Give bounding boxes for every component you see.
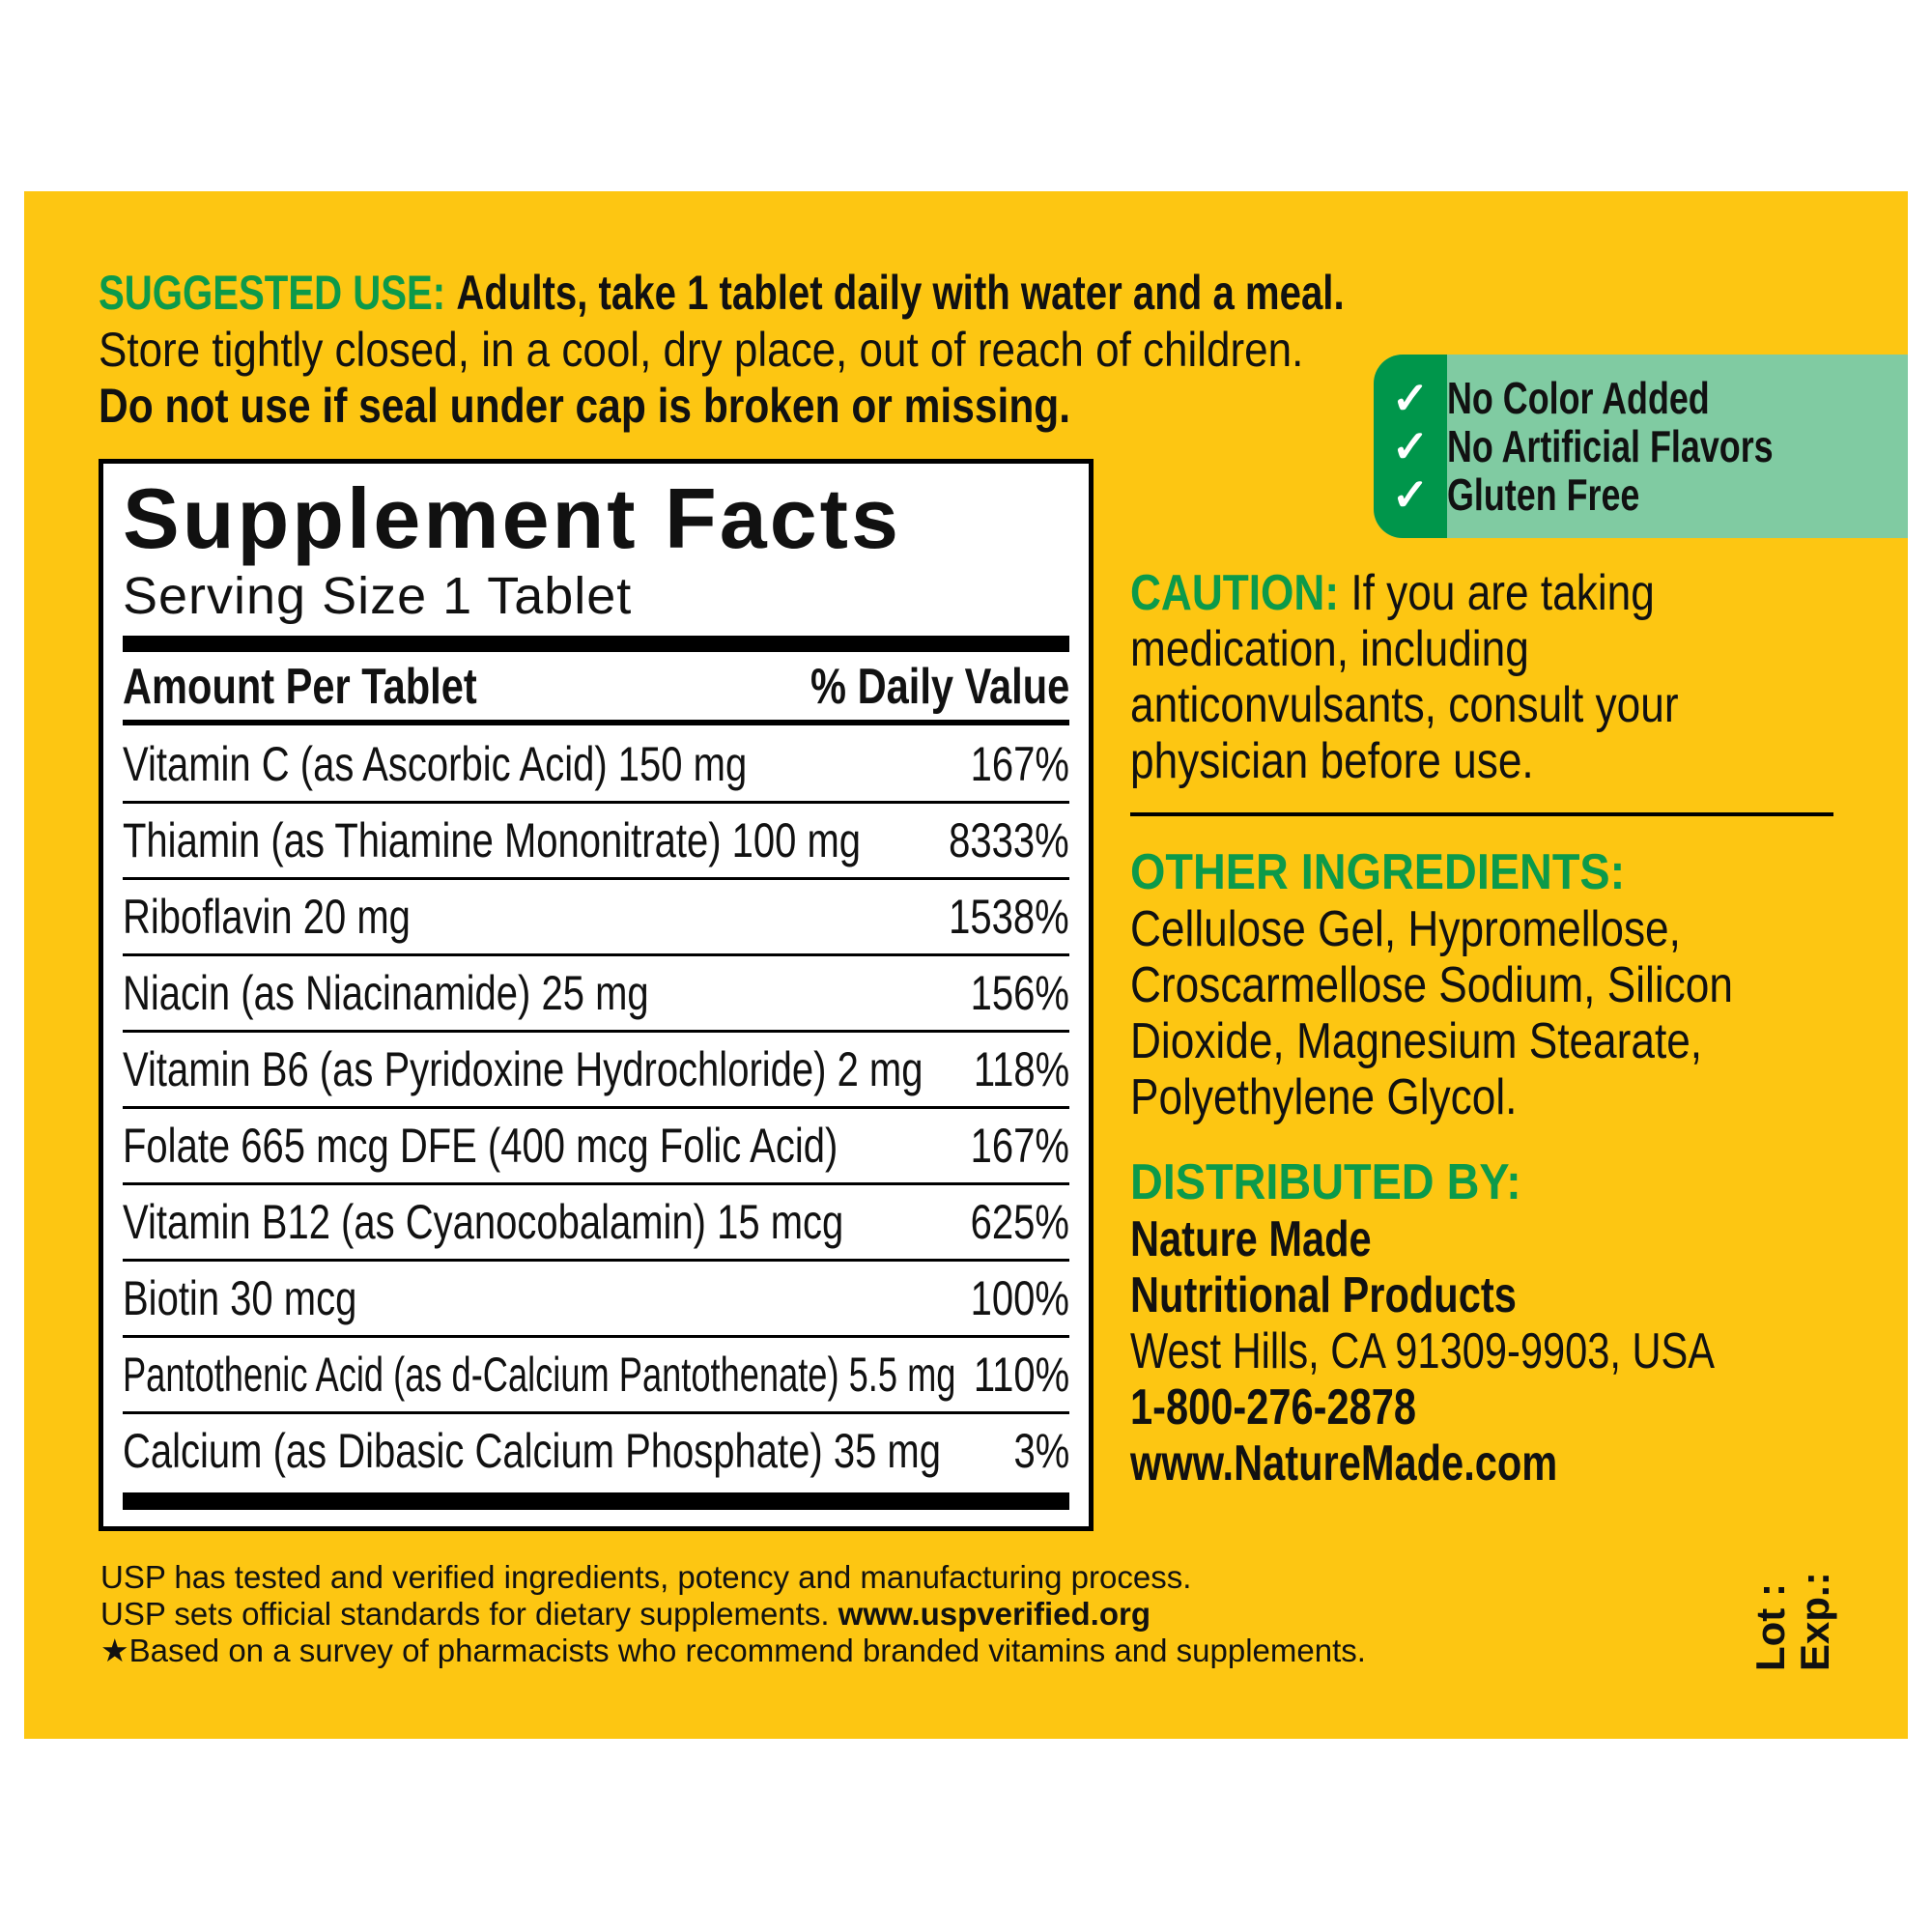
footer-line-1: USP has tested and verified ingredients,… (100, 1559, 1192, 1595)
ingredients-line: Cellulose Gel, Hypromellose, (1130, 901, 1778, 957)
nutrient-row: Folate 665 mcg DFE (400 mcg Folic Acid) 1… (123, 1109, 1069, 1185)
nutrient-dv: 110% (973, 1348, 1069, 1402)
caution-text: medication, including (1130, 621, 1529, 677)
ingredients-text: Polyethylene Glycol. (1130, 1069, 1518, 1125)
nutrient-dv: 8333% (949, 813, 1069, 867)
caution-text: physician before use. (1130, 733, 1534, 789)
footer-line-2: USP sets official standards for dietary … (100, 1596, 1151, 1633)
ingredients-text: Dioxide, Magnesium Stearate, (1130, 1013, 1703, 1069)
caution-line: medication, including (1130, 621, 1600, 677)
nutrient-row: Calcium (as Dibasic Calcium Phosphate) 3… (123, 1414, 1069, 1491)
caution-line: physician before use. (1130, 733, 1605, 789)
seal-warning-text: Do not use if seal under cap is broken o… (99, 379, 1071, 433)
caution-line: anticonvulsants, consult your (1130, 677, 1776, 733)
nutrient-row: Vitamin B12 (as Cyanocobalamin) 15 mcg 62… (123, 1185, 1069, 1262)
company-address-text: West Hills, CA 91309-9903, USA (1130, 1323, 1716, 1379)
company-name: Nature Made (1130, 1211, 1432, 1267)
suggested-use: SUGGESTED USE: Adults, take 1 tablet dai… (99, 265, 1650, 321)
divider-thick (123, 636, 1069, 652)
facts-title: Supplement Facts (123, 470, 901, 566)
caution-line: CAUTION: If you are taking (1130, 565, 1747, 621)
nutrient-row: Pantothenic Acid (as d-Calcium Pantothen… (123, 1338, 1069, 1414)
exp-label: Exp.: (1792, 1572, 1837, 1671)
ingredients-line: Croscarmellose Sodium, Silicon (1130, 957, 1839, 1013)
check-icon: ✓ (1391, 421, 1430, 471)
serving-size: Serving Size 1 Tablet (123, 567, 633, 625)
nutrient-dv: 156% (970, 966, 1069, 1020)
nutrient-name: Vitamin B12 (as Cyanocobalamin) 15 mcg (123, 1195, 844, 1249)
facts-header: Amount Per Tablet % Daily Value (123, 657, 1069, 717)
storage-text: Store tightly closed, in a cool, dry pla… (99, 322, 1467, 378)
supplement-facts-table: Supplement Facts Serving Size 1 Tablet A… (99, 459, 1094, 1531)
nutrient-dv: 118% (973, 1042, 1069, 1096)
badge-item: ✓ No Color Added (1374, 374, 1783, 422)
caution-text: If you are taking (1350, 565, 1655, 621)
badge-item: ✓ Gluten Free (1374, 470, 1694, 519)
nutrient-dv: 3% (1013, 1424, 1069, 1478)
usp-link[interactable]: www.uspverified.org (838, 1596, 1151, 1632)
storage-text-content: Store tightly closed, in a cool, dry pla… (99, 323, 1304, 377)
lot-label: Lot : (1747, 1583, 1793, 1671)
amount-header: Amount Per Tablet (123, 659, 477, 715)
footer-line-3: ★Based on a survey of pharmacists who re… (100, 1633, 1366, 1669)
lot-exp-field: Lot : Exp.: (1747, 1572, 1837, 1671)
company-name-2-text: Nutritional Products (1130, 1267, 1517, 1323)
footer-line-2-text: USP sets official standards for dietary … (100, 1596, 830, 1632)
nutrient-name: Pantothenic Acid (as d-Calcium Pantothen… (123, 1348, 956, 1402)
nutrient-row: Thiamin (as Thiamine Mononitrate) 100 mg… (123, 804, 1069, 880)
badge-item-text: No Artificial Flavors (1447, 421, 1774, 471)
nutrient-name: Biotin 30 mcg (123, 1271, 357, 1325)
nutrient-name: Vitamin B6 (as Pyridoxine Hydrochloride)… (123, 1042, 923, 1096)
nutrient-name: Riboflavin 20 mg (123, 890, 411, 944)
nutrient-row: Niacin (as Niacinamide) 25 mg 156% (123, 956, 1069, 1033)
check-icon: ✓ (1391, 469, 1430, 520)
company-address: West Hills, CA 91309-9903, USA (1130, 1323, 1861, 1379)
footer-line-3-text: Based on a survey of pharmacists who rec… (128, 1633, 1366, 1668)
nutrient-dv: 1538% (949, 890, 1069, 944)
suggested-use-label: SUGGESTED USE: (99, 266, 446, 320)
other-ingredients-label: OTHER INGREDIENTS: (1130, 844, 1680, 900)
nutrient-row: Riboflavin 20 mg 1538% (123, 880, 1069, 956)
ingredients-line: Polyethylene Glycol. (1130, 1069, 1585, 1125)
suggested-use-text: Adults, take 1 tablet daily with water a… (456, 266, 1345, 320)
other-ingredients-label-text: OTHER INGREDIENTS: (1130, 844, 1626, 900)
nutrient-name: Folate 665 mcg DFE (400 mcg Folic Acid) (123, 1119, 838, 1173)
nutrient-dv: 167% (970, 1119, 1069, 1173)
distributed-by-label: DISTRIBUTED BY: (1130, 1154, 1565, 1210)
nutrient-name: Vitamin C (as Ascorbic Acid) 150 mg (123, 737, 748, 791)
badge-item-text: Gluten Free (1447, 469, 1640, 520)
nutrient-dv: 100% (970, 1271, 1069, 1325)
website-link-text[interactable]: www.NatureMade.com (1130, 1435, 1558, 1492)
nutrient-dv: 167% (970, 737, 1069, 791)
badge-item: ✓ No Artificial Flavors (1374, 422, 1865, 470)
nutrient-row: Vitamin B6 (as Pyridoxine Hydrochloride)… (123, 1033, 1069, 1109)
caution-label: CAUTION: (1130, 565, 1340, 621)
check-icon: ✓ (1391, 373, 1430, 423)
ingredients-text: Cellulose Gel, Hypromellose, (1130, 901, 1681, 957)
website-link[interactable]: www.NatureMade.com (1130, 1435, 1664, 1492)
ingredients-line: Dioxide, Magnesium Stearate, (1130, 1013, 1804, 1069)
badge-dark-strip (1374, 355, 1447, 538)
star-icon: ★ (100, 1633, 129, 1668)
nutrient-name: Niacin (as Niacinamide) 25 mg (123, 966, 649, 1020)
phone-number-text[interactable]: 1-800-276-2878 (1130, 1379, 1417, 1435)
divider (1130, 812, 1833, 816)
phone-number[interactable]: 1-800-276-2878 (1130, 1379, 1488, 1435)
company-name-2: Nutritional Products (1130, 1267, 1613, 1323)
free-from-badge: ✓ No Color Added ✓ No Artificial Flavors ✓ Gl… (1374, 355, 1908, 538)
nutrient-row: Vitamin C (as Ascorbic Acid) 150 mg 167% (123, 727, 1069, 804)
nutrient-dv: 625% (970, 1195, 1069, 1249)
badge-item-text: No Color Added (1447, 373, 1710, 423)
ingredients-text: Croscarmellose Sodium, Silicon (1130, 957, 1733, 1013)
nutrient-name: Thiamin (as Thiamine Mononitrate) 100 mg (123, 813, 862, 867)
seal-warning: Do not use if seal under cap is broken o… (99, 378, 1242, 434)
nutrient-name: Calcium (as Dibasic Calcium Phosphate) 3… (123, 1424, 941, 1478)
distributed-by-label-text: DISTRIBUTED BY: (1130, 1154, 1521, 1210)
nutrient-row: Biotin 30 mcg 100% (123, 1262, 1069, 1338)
company-name-text: Nature Made (1130, 1211, 1372, 1267)
divider-thick-bottom (123, 1492, 1069, 1510)
dv-header: % Daily Value (810, 659, 1069, 715)
divider (123, 720, 1069, 725)
caution-text: anticonvulsants, consult your (1130, 677, 1679, 733)
